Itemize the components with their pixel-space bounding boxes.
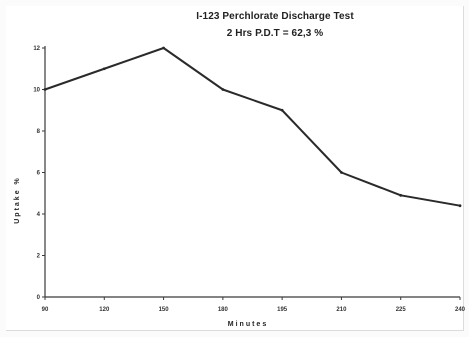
x-tick-label: 225	[396, 307, 407, 313]
data-point	[399, 193, 403, 197]
data-point	[340, 171, 343, 174]
y-tick-label: 10	[33, 88, 40, 94]
x-tick-label: 150	[159, 307, 170, 313]
y-tick-label: 12	[33, 46, 40, 52]
data-point	[102, 67, 106, 71]
x-tick-label: 180	[218, 307, 229, 313]
x-tick-label: 240	[455, 307, 466, 313]
y-axis-ticks: 0 2 4 6 8 10 12	[33, 46, 45, 301]
chart-subtitle: 2 Hrs P.D.T = 62,3 %	[226, 28, 324, 39]
axes	[44, 46, 460, 298]
data-point	[458, 204, 462, 208]
chart-title: I-123 Perchlorate Discharge Test	[196, 11, 354, 22]
x-tick-label: 210	[336, 307, 347, 313]
chart-frame	[6, 6, 464, 331]
y-tick-label: 8	[37, 129, 41, 135]
data-point	[221, 88, 225, 91]
data-point	[43, 88, 47, 91]
x-tick-label: 90	[42, 307, 49, 313]
x-tick-label: 120	[99, 307, 110, 313]
series-line	[44, 47, 461, 207]
x-axis-ticks: 90 120 150 180 195 210 225 240	[42, 297, 466, 313]
y-tick-label: 2	[37, 254, 41, 260]
series-group	[43, 46, 462, 208]
y-tick-label: 6	[37, 171, 41, 177]
chart-title-block: I-123 Perchlorate Discharge Test 2 Hrs P…	[170, 8, 380, 42]
x-axis-title: Minutes	[228, 321, 268, 328]
x-tick-label: 195	[277, 307, 288, 313]
y-tick-label: 4	[37, 212, 41, 218]
y-tick-label: 0	[37, 295, 41, 301]
y-axis-title: Uptake %	[14, 176, 21, 224]
data-point	[162, 46, 165, 50]
data-point	[280, 108, 284, 112]
